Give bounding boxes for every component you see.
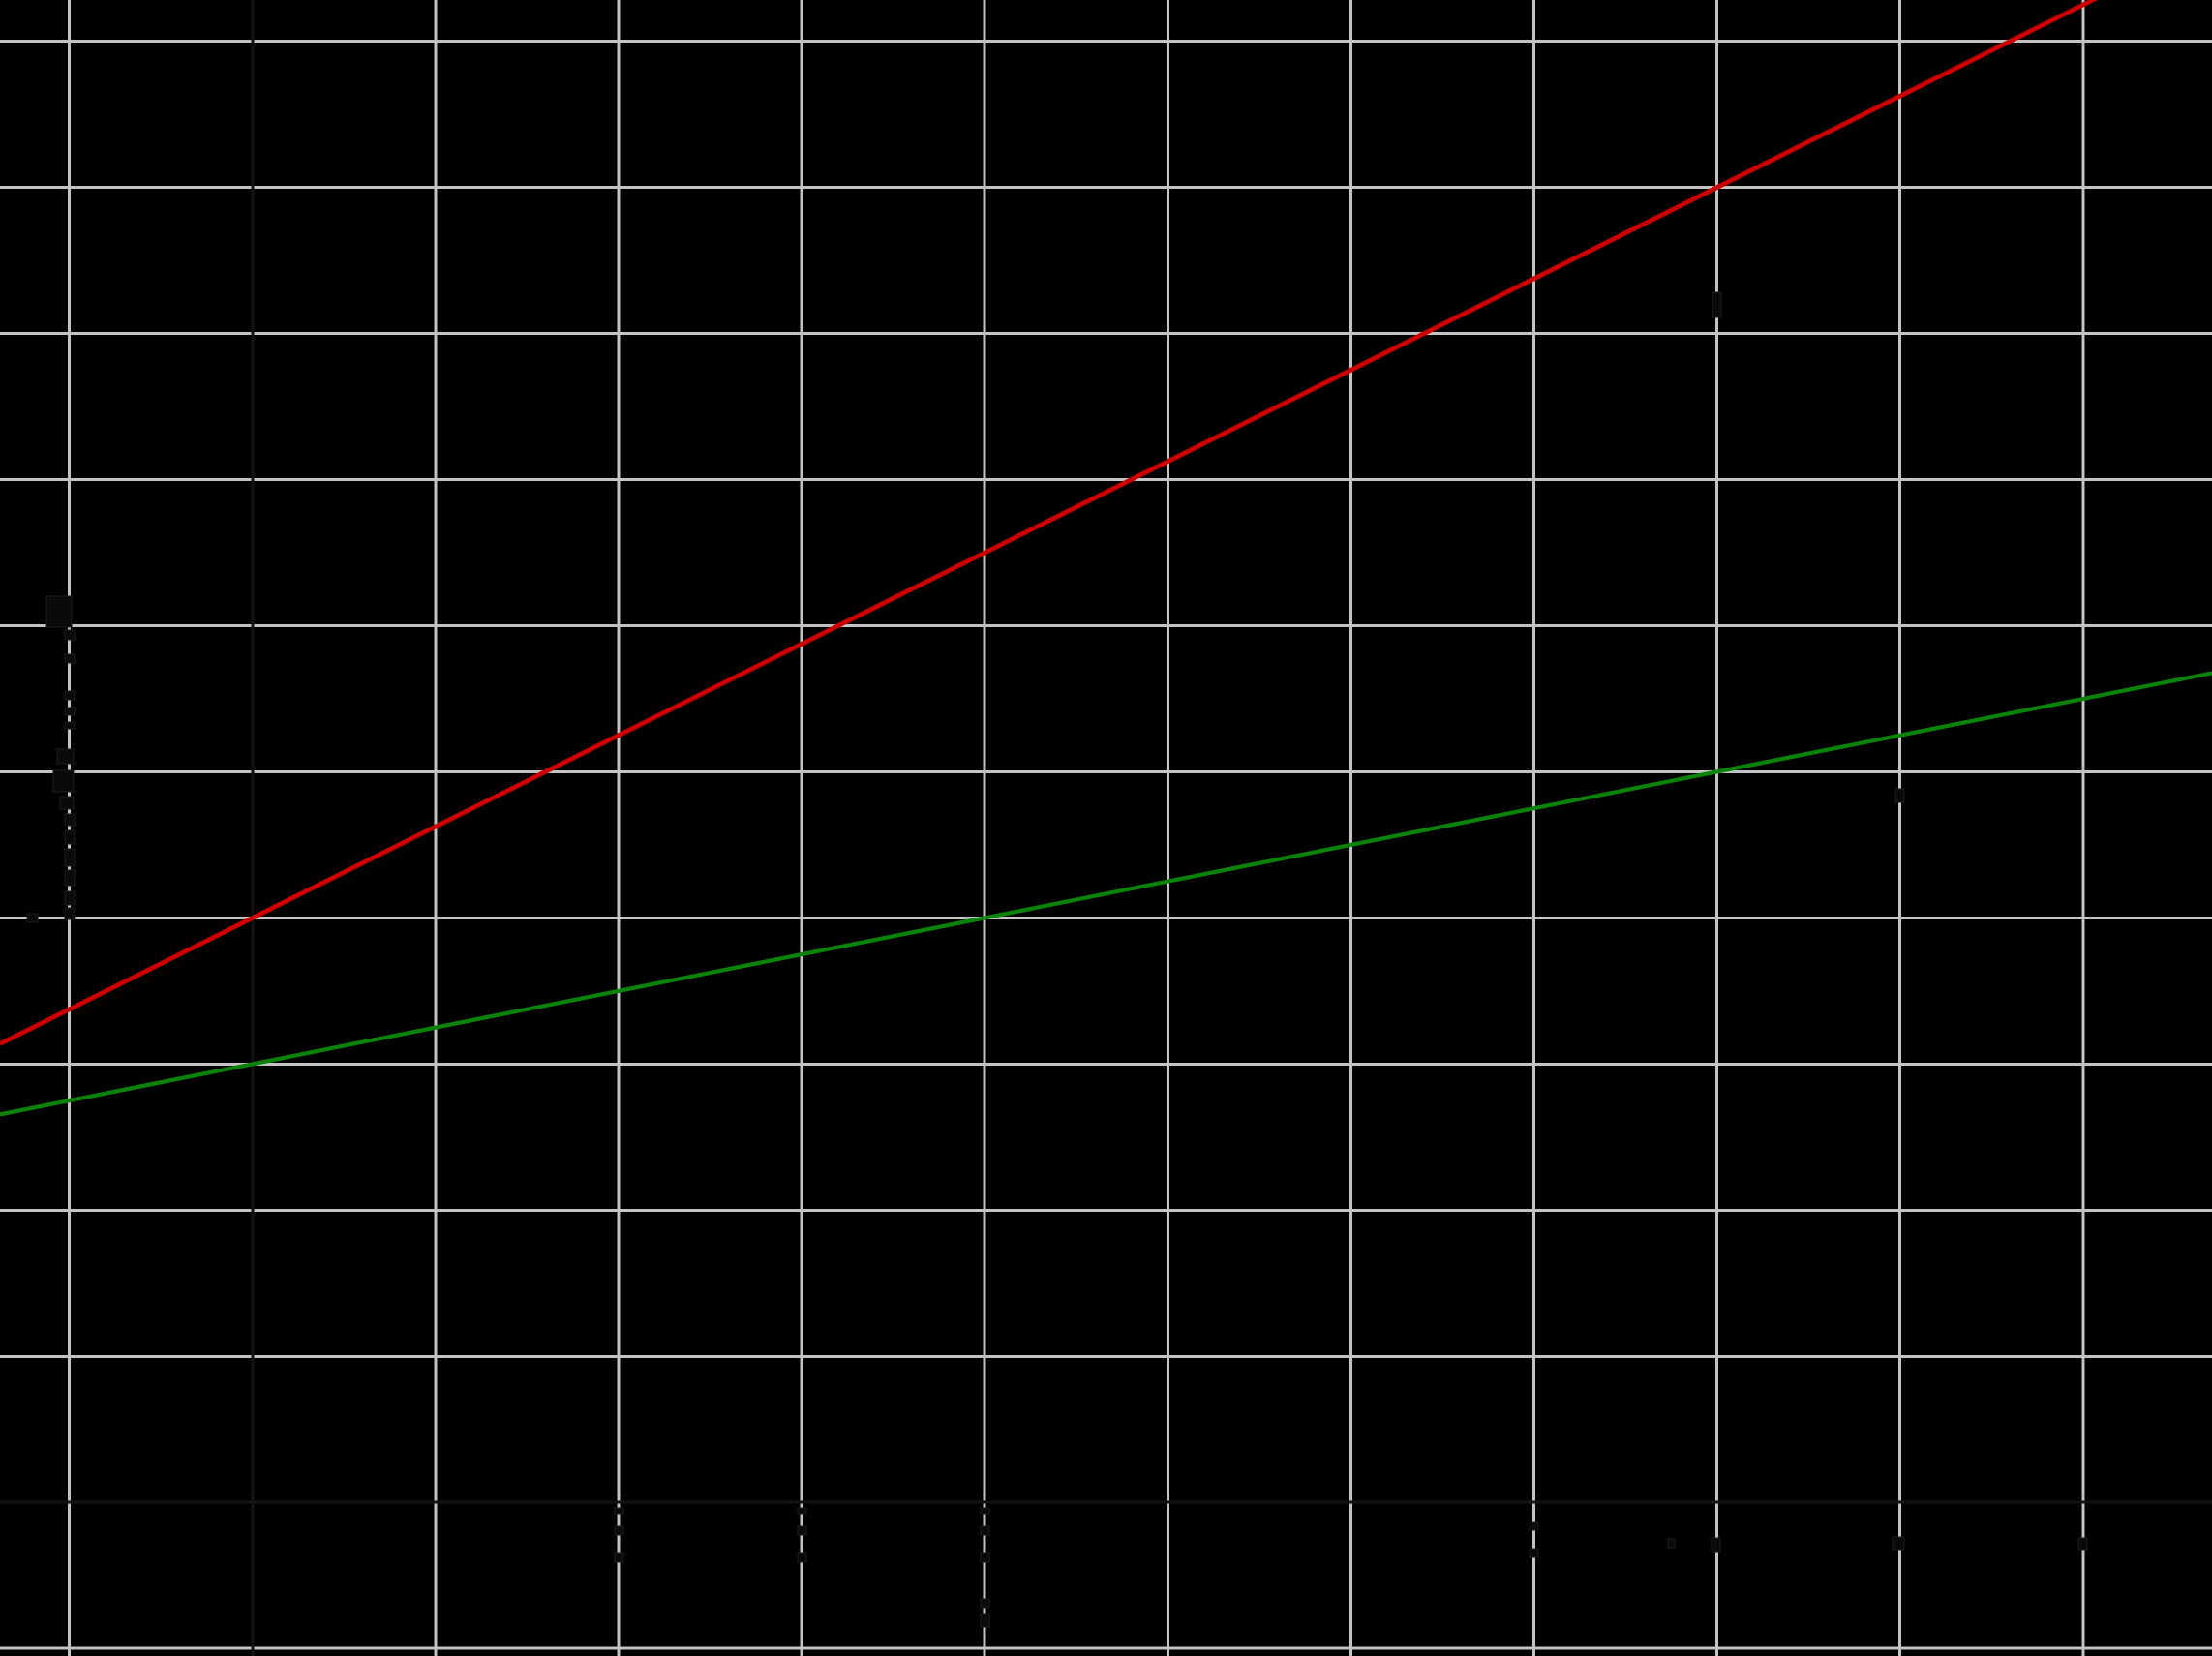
hidden-label-artifact xyxy=(797,1552,807,1563)
hidden-label-artifact xyxy=(1712,291,1722,318)
hidden-label-artifact xyxy=(45,595,73,628)
hidden-label-artifact xyxy=(64,829,76,845)
hidden-label-artifact xyxy=(980,1525,990,1536)
hidden-label-artifact xyxy=(1529,1521,1539,1531)
hidden-label-artifact xyxy=(64,653,76,664)
hidden-label-artifact xyxy=(64,890,76,906)
hidden-label-artifact xyxy=(64,629,76,641)
green-line[interactable] xyxy=(0,671,2212,1117)
hidden-label-artifact xyxy=(64,707,76,716)
hidden-label-artifact xyxy=(56,748,75,765)
hidden-label-artifact xyxy=(797,1525,807,1536)
hidden-label-artifact xyxy=(614,1525,624,1536)
hidden-label-artifact xyxy=(980,1552,990,1563)
hidden-label-artifact xyxy=(1529,1548,1539,1558)
hidden-label-artifact xyxy=(1892,1536,1905,1551)
hidden-label-artifact xyxy=(980,1507,990,1515)
hidden-label-artifact xyxy=(1894,788,1905,803)
hidden-label-artifact xyxy=(26,913,39,923)
hidden-label-artifact xyxy=(59,796,75,810)
hidden-label-artifact xyxy=(52,769,75,793)
hidden-label-artifact xyxy=(64,721,76,730)
hidden-label-artifact xyxy=(64,907,76,920)
hidden-label-artifact xyxy=(614,1552,624,1563)
hidden-label-artifact xyxy=(2077,1537,2088,1551)
hidden-label-artifact xyxy=(614,1507,624,1515)
hidden-label-artifact xyxy=(64,813,76,827)
hidden-label-artifact xyxy=(797,1507,807,1515)
hidden-label-artifact xyxy=(1711,1537,1721,1553)
hidden-label-artifact xyxy=(1667,1538,1676,1549)
red-line[interactable] xyxy=(0,0,2212,1046)
hidden-label-artifact xyxy=(980,1613,990,1628)
hidden-label-artifact xyxy=(980,1598,990,1609)
hidden-label-artifact xyxy=(64,869,76,887)
hidden-label-artifact xyxy=(64,848,76,867)
hidden-label-artifact xyxy=(64,690,76,701)
